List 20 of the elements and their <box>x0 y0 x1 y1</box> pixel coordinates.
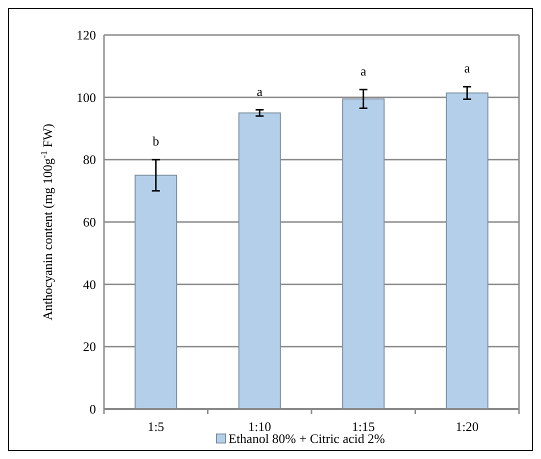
bar <box>342 98 385 410</box>
annotation: a <box>464 60 470 76</box>
x-tick-label: 1:10 <box>248 419 272 434</box>
x-tick-label: 1:20 <box>456 419 479 434</box>
annotation: a <box>360 64 366 79</box>
x-tick-label: 1:5 <box>148 419 164 434</box>
y-tick-label: 80 <box>83 152 96 168</box>
bar <box>134 174 178 410</box>
y-tick-label: 0 <box>90 402 96 417</box>
y-tick-label: 60 <box>83 214 96 230</box>
y-tick-label: 40 <box>83 276 96 292</box>
x-tick-label: 1:15 <box>352 419 375 434</box>
y-tick-label: 20 <box>83 339 96 354</box>
y-tick-label: 100 <box>76 90 96 105</box>
legend-label: Ethanol 80% + Citric acid 2% <box>228 431 386 446</box>
annotation: b <box>152 134 160 149</box>
bar <box>238 112 281 410</box>
y-tick-label: 120 <box>76 28 96 43</box>
bar <box>446 92 488 410</box>
annotation: a <box>256 84 263 99</box>
